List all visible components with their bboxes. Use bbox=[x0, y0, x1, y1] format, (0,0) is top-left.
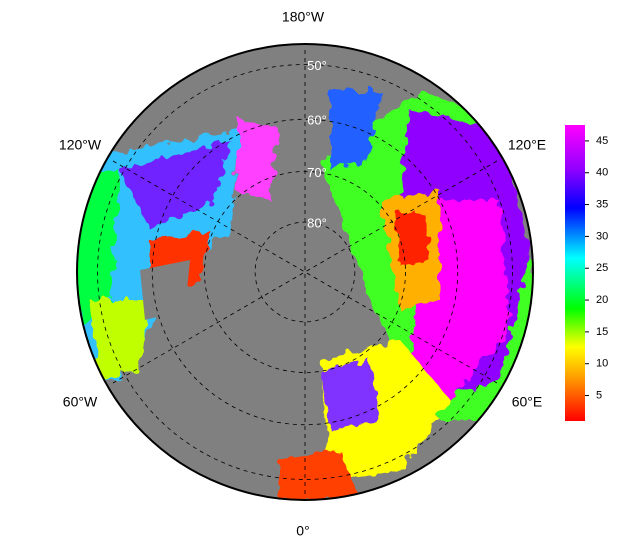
meridian-label: 120°W bbox=[59, 137, 102, 153]
meridians bbox=[112, 50, 498, 494]
latitude-label: 80° bbox=[307, 216, 327, 231]
latitude-label: 60° bbox=[307, 113, 327, 128]
meridian-label: 180°W bbox=[282, 9, 325, 25]
latitude-circle bbox=[204, 171, 406, 373]
data-field bbox=[77, 90, 533, 500]
colorbar-tick-label: 5 bbox=[596, 389, 602, 401]
colorbar-tick-label: 45 bbox=[596, 135, 608, 147]
map-boundary bbox=[76, 43, 534, 501]
latitude-circle bbox=[151, 118, 459, 426]
graticule: 50° 60° 70° 80° bbox=[97, 58, 513, 480]
colorbar bbox=[565, 125, 585, 421]
colorbar-tick-label: 25 bbox=[596, 262, 608, 274]
colorbar-tick-label: 15 bbox=[596, 326, 608, 338]
latitude-label: 70° bbox=[307, 165, 327, 180]
meridian-label: 60°W bbox=[63, 394, 98, 410]
latitude-label: 50° bbox=[307, 58, 327, 73]
meridian-label: 0° bbox=[296, 523, 309, 539]
colorbar-tick-label: 30 bbox=[596, 230, 608, 242]
latitude-circle bbox=[97, 64, 513, 480]
colorbar-ticks: 5 10 15 20 25 30 35 40 45 bbox=[585, 135, 608, 401]
masked-land bbox=[140, 260, 300, 370]
meridian-label: 60°E bbox=[512, 394, 543, 410]
colorbar-tick-label: 35 bbox=[596, 198, 608, 210]
meridian-label: 120°E bbox=[508, 137, 546, 153]
colorbar-tick-label: 20 bbox=[596, 294, 608, 306]
colorbar-tick-label: 10 bbox=[596, 358, 608, 370]
map-body bbox=[77, 44, 533, 500]
latitude-circle bbox=[254, 221, 356, 323]
colorbar-tick-label: 40 bbox=[596, 167, 608, 179]
